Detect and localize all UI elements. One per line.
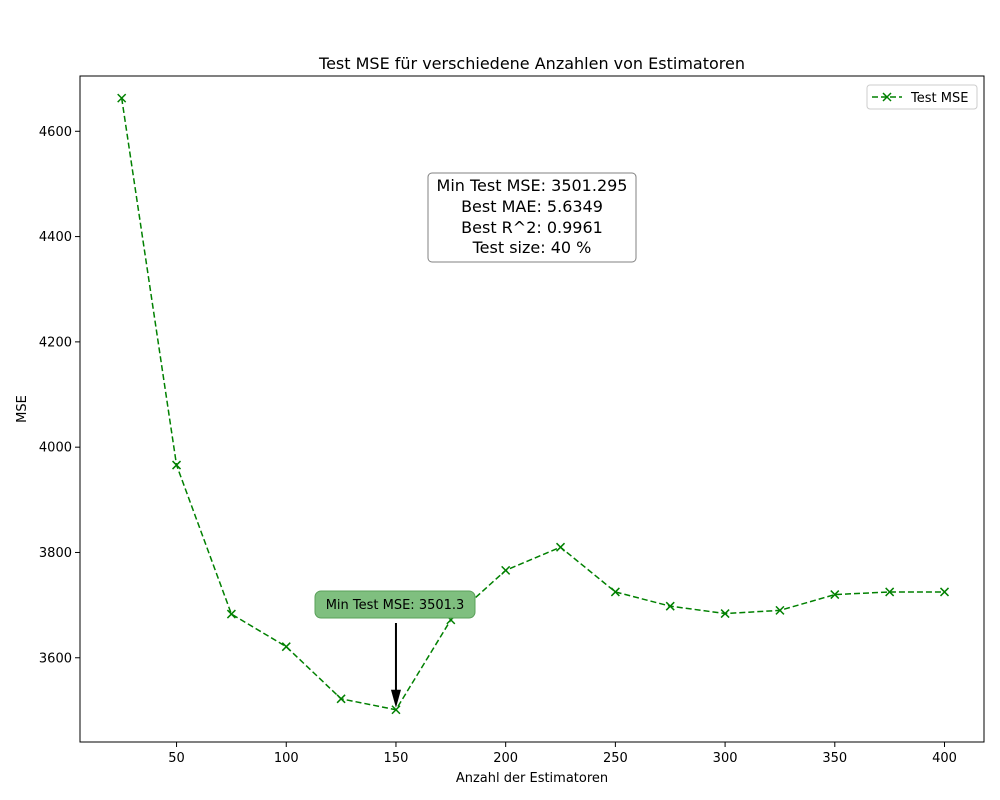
annotation-label: Min Test MSE: 3501.3 bbox=[326, 598, 465, 613]
x-tick-label: 300 bbox=[713, 751, 738, 766]
data-point-marker bbox=[555, 542, 566, 552]
data-point-marker bbox=[939, 587, 950, 597]
data-point-marker bbox=[281, 642, 291, 652]
data-point-marker bbox=[172, 460, 182, 470]
y-tick-label: 4400 bbox=[39, 230, 72, 245]
min-annotation: Min Test MSE: 3501.3 bbox=[314, 590, 476, 708]
series-line bbox=[120, 98, 945, 711]
legend: Test MSE bbox=[866, 84, 978, 110]
legend-frame bbox=[866, 84, 978, 110]
x-tick-label: 400 bbox=[932, 751, 957, 766]
legend-marker bbox=[882, 92, 892, 102]
y-tick-label: 4200 bbox=[39, 335, 72, 350]
y-tick-label: 4600 bbox=[39, 125, 72, 140]
data-point-marker bbox=[336, 694, 346, 704]
y-tick-label: 4000 bbox=[39, 441, 72, 456]
stats-best-mae: Best MAE: 5.6349 bbox=[461, 197, 603, 216]
data-point-marker bbox=[610, 587, 620, 597]
x-tick-label: 150 bbox=[384, 751, 409, 766]
y-axis-ticks: 3600 3800 4000 4200 4400 4600 bbox=[39, 125, 80, 666]
data-point-marker bbox=[775, 605, 785, 615]
x-tick-label: 50 bbox=[168, 751, 185, 766]
y-tick-label: 3800 bbox=[39, 546, 72, 561]
data-point-marker bbox=[226, 609, 236, 619]
x-axis-ticks: 50 100 150 200 250 300 350 400 bbox=[168, 742, 957, 766]
stats-box: Min Test MSE: 3501.295 Best MAE: 5.6349 … bbox=[427, 172, 637, 263]
plot-frame bbox=[79, 75, 985, 743]
x-tick-label: 250 bbox=[603, 751, 628, 766]
data-point-marker bbox=[885, 587, 895, 597]
data-point-marker bbox=[830, 590, 840, 600]
stats-best-r2: Best R^2: 0.9961 bbox=[461, 218, 603, 237]
y-tick-label: 3600 bbox=[39, 651, 72, 666]
data-point-marker bbox=[501, 565, 511, 575]
stats-min-mse: Min Test MSE: 3501.295 bbox=[437, 176, 628, 195]
annotation-arrow-head bbox=[390, 689, 401, 708]
data-point-marker bbox=[391, 705, 401, 715]
legend-label: Test MSE bbox=[910, 91, 968, 106]
chart-title: Test MSE für verschiedene Anzahlen von E… bbox=[318, 54, 745, 73]
data-point-marker bbox=[665, 601, 675, 611]
series-layer bbox=[117, 93, 950, 715]
x-tick-label: 350 bbox=[822, 751, 847, 766]
x-tick-label: 200 bbox=[493, 751, 518, 766]
x-axis-label: Anzahl der Estimatoren bbox=[456, 771, 608, 786]
y-axis-label: MSE bbox=[15, 395, 30, 423]
stats-test-size: Test size: 40 % bbox=[472, 238, 592, 257]
data-point-marker bbox=[117, 93, 127, 103]
annotation-box bbox=[314, 590, 476, 619]
stats-box-frame bbox=[427, 172, 637, 263]
data-point-marker bbox=[720, 609, 730, 619]
x-tick-label: 100 bbox=[274, 751, 299, 766]
